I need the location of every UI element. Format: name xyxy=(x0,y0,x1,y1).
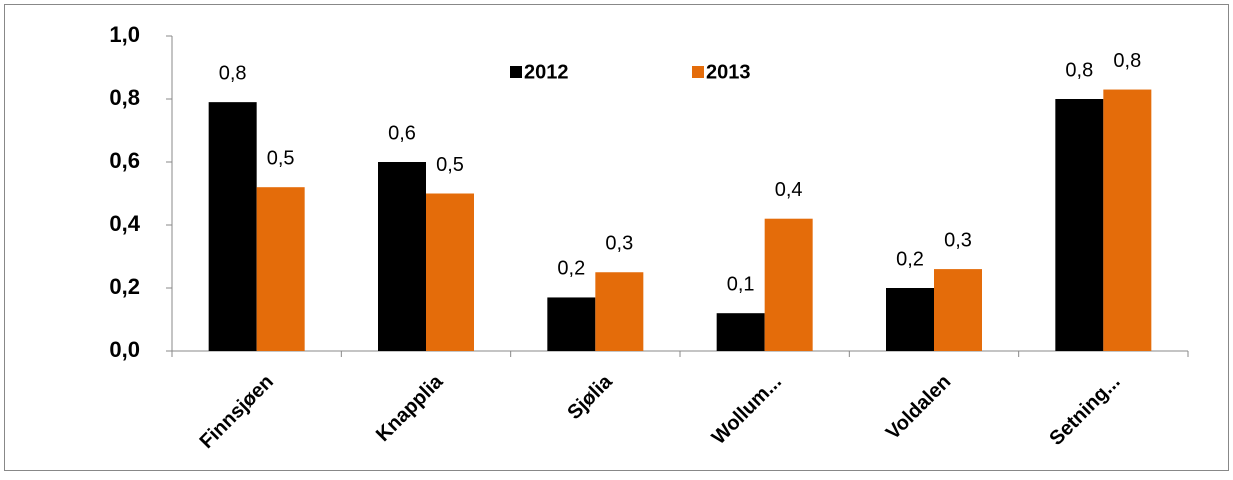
bar xyxy=(378,162,426,351)
y-tick-label: 0,6 xyxy=(109,148,140,173)
legend-swatch xyxy=(692,66,704,78)
value-label: 0,8 xyxy=(219,62,247,84)
y-tick-label: 0,4 xyxy=(109,211,140,236)
value-label: 0,5 xyxy=(267,147,295,169)
bar xyxy=(547,297,596,351)
legend-label: 2013 xyxy=(706,61,751,83)
value-label: 0,5 xyxy=(436,154,464,176)
value-label: 0,4 xyxy=(775,179,803,201)
y-tick-label: 1,0 xyxy=(109,22,140,47)
y-tick-label: 0,0 xyxy=(109,337,140,362)
bar xyxy=(1103,89,1152,352)
bar xyxy=(764,218,813,351)
legend-label: 2012 xyxy=(524,61,569,83)
bar xyxy=(426,193,474,351)
bar xyxy=(256,187,305,351)
bar xyxy=(716,313,765,351)
bar xyxy=(595,272,644,351)
y-tick-label: 0,8 xyxy=(109,85,140,110)
value-label: 0,3 xyxy=(944,229,972,251)
chart-border xyxy=(4,4,1229,471)
y-tick-label: 0,2 xyxy=(109,274,140,299)
value-label: 0,8 xyxy=(1065,59,1093,81)
bar xyxy=(934,269,982,351)
value-label: 0,6 xyxy=(388,122,416,144)
bar xyxy=(1055,99,1104,351)
value-label: 0,1 xyxy=(727,273,755,295)
bar xyxy=(208,102,257,352)
value-label: 0,2 xyxy=(557,258,585,280)
value-label: 0,2 xyxy=(896,248,924,270)
bar xyxy=(886,288,934,351)
legend-swatch xyxy=(510,66,522,78)
value-label: 0,8 xyxy=(1113,50,1141,72)
value-label: 0,3 xyxy=(605,233,633,255)
